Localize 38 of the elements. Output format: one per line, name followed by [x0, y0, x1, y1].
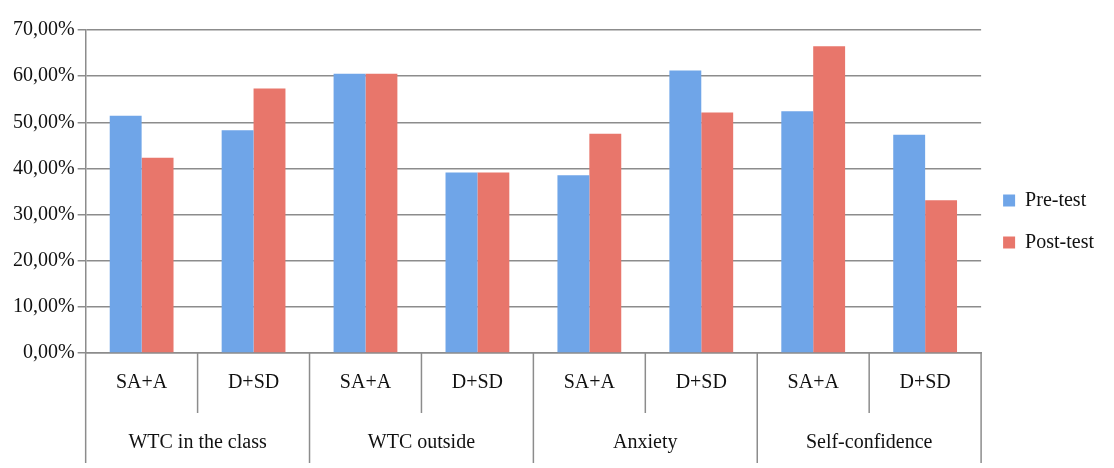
text: Self-confidence	[805, 430, 933, 453]
bar	[365, 73, 398, 353]
bar	[669, 70, 702, 353]
text: WTC outside	[367, 430, 476, 453]
x-tick-label: D+SD	[899, 370, 951, 393]
y-tick-label: 40,00%	[12, 155, 75, 178]
bar	[141, 157, 174, 353]
bar	[253, 88, 286, 353]
text: WTC in the class	[128, 430, 267, 453]
bar	[925, 200, 958, 353]
bar	[221, 130, 254, 353]
legend-label: Post-test	[1025, 229, 1095, 252]
bar	[781, 111, 814, 353]
y-tick-label: 60,00%	[12, 63, 75, 86]
legend-label: Pre-test	[1025, 187, 1087, 210]
x-tick-label: D+SD	[451, 370, 504, 393]
x-tick-label: D+SD	[227, 370, 280, 393]
x-tick-label: SA+A	[115, 370, 168, 393]
x-tick-label: SA+A	[563, 370, 616, 393]
bar	[109, 115, 142, 353]
text: Anxiety	[613, 430, 678, 454]
y-tick-label: 0,00%	[22, 340, 75, 363]
y-tick-label: 50,00%	[12, 109, 75, 132]
x-tick-label: D+SD	[675, 370, 727, 393]
y-tick-label: 10,00%	[12, 294, 75, 317]
bar	[701, 112, 734, 353]
bar	[813, 46, 846, 353]
x-tick-label: SA+A	[787, 370, 840, 393]
bar	[557, 175, 590, 353]
bar	[477, 172, 510, 353]
y-tick-label: 70,00%	[12, 17, 75, 40]
bar	[333, 73, 366, 353]
y-tick-label: 20,00%	[12, 247, 75, 270]
y-tick-label: 30,00%	[12, 201, 75, 224]
bar	[445, 172, 478, 353]
bar	[589, 133, 622, 353]
bar	[893, 134, 926, 353]
x-tick-label: SA+A	[339, 370, 392, 393]
